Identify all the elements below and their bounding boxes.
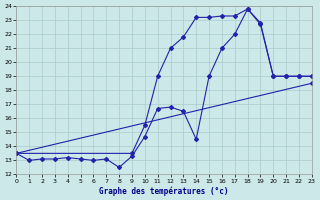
X-axis label: Graphe des températures (°c): Graphe des températures (°c) (99, 186, 229, 196)
